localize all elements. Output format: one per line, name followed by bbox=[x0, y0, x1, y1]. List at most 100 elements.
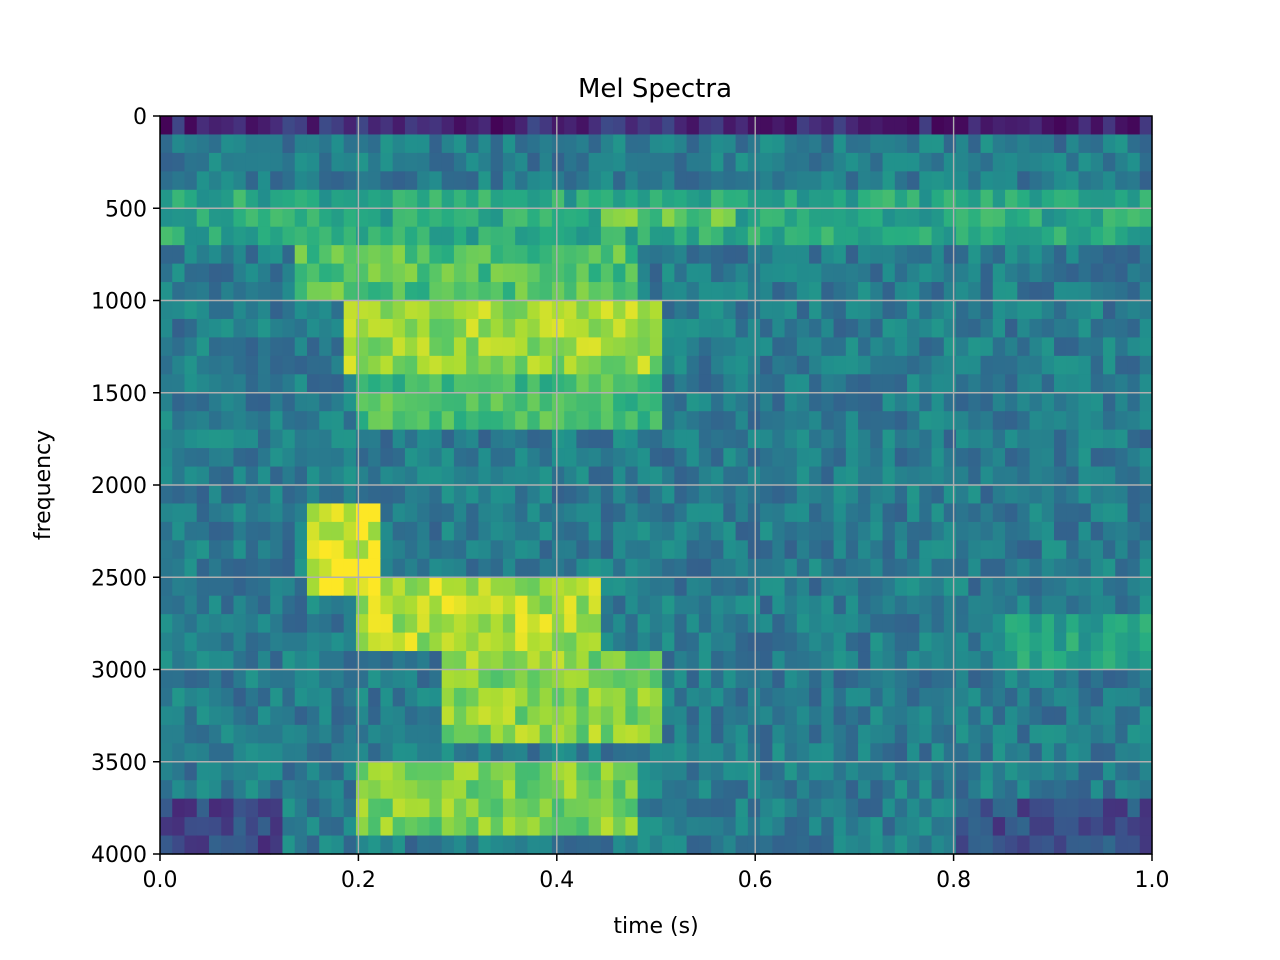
heatmap-cell bbox=[723, 540, 737, 560]
heatmap-cell bbox=[833, 411, 847, 431]
heatmap-cell bbox=[172, 152, 186, 172]
heatmap-cell bbox=[980, 189, 994, 209]
heatmap-cell bbox=[282, 558, 296, 578]
heatmap-cell bbox=[478, 743, 492, 763]
heatmap-cell bbox=[649, 669, 663, 689]
heatmap-cell bbox=[1054, 558, 1067, 578]
heatmap-cell bbox=[1029, 152, 1043, 172]
heatmap-cell bbox=[306, 743, 320, 763]
heatmap-cell bbox=[1139, 448, 1153, 468]
heatmap-cell bbox=[441, 374, 455, 394]
heatmap-cell bbox=[368, 780, 382, 800]
heatmap-cell bbox=[172, 429, 186, 449]
heatmap-cell bbox=[404, 282, 418, 302]
heatmap-cell bbox=[858, 171, 871, 191]
heatmap-cell bbox=[992, 577, 1006, 597]
heatmap-cell bbox=[772, 116, 786, 136]
heatmap-cell bbox=[1103, 503, 1116, 523]
heatmap-cell bbox=[368, 485, 382, 505]
heatmap-cell bbox=[992, 411, 1006, 431]
heatmap-cell bbox=[662, 540, 675, 560]
heatmap-cell bbox=[1017, 355, 1031, 375]
heatmap-cell bbox=[1127, 743, 1141, 763]
heatmap-cell bbox=[784, 300, 798, 320]
heatmap-cell bbox=[429, 171, 443, 191]
heatmap-cell bbox=[160, 724, 173, 744]
heatmap-cell bbox=[380, 429, 394, 449]
heatmap-cell bbox=[355, 521, 369, 541]
y-tick-label: 2500 bbox=[91, 566, 147, 591]
heatmap-cell bbox=[1005, 374, 1018, 394]
heatmap-cell bbox=[368, 245, 382, 265]
heatmap-cell bbox=[1139, 429, 1153, 449]
heatmap-cell bbox=[380, 632, 394, 652]
heatmap-cell bbox=[417, 171, 431, 191]
heatmap-cell bbox=[404, 706, 418, 726]
heatmap-cell bbox=[772, 226, 786, 246]
heatmap-cell bbox=[208, 521, 222, 541]
heatmap-cell bbox=[600, 152, 614, 172]
heatmap-cell bbox=[478, 411, 492, 431]
heatmap-cell bbox=[919, 780, 933, 800]
heatmap-cell bbox=[870, 300, 884, 320]
heatmap-cell bbox=[564, 374, 577, 394]
heatmap-cell bbox=[858, 540, 871, 560]
heatmap-cell bbox=[319, 245, 333, 265]
heatmap-cell bbox=[662, 411, 675, 431]
heatmap-cell bbox=[282, 540, 296, 560]
heatmap-cell bbox=[980, 485, 994, 505]
heatmap-cell bbox=[380, 282, 394, 302]
heatmap-cell bbox=[894, 724, 908, 744]
heatmap-cell bbox=[1029, 318, 1043, 338]
heatmap-cell bbox=[1041, 300, 1055, 320]
heatmap-cell bbox=[380, 577, 394, 597]
heatmap-cell bbox=[1041, 614, 1055, 634]
heatmap-cell bbox=[576, 171, 590, 191]
chart-title: Mel Spectra bbox=[578, 74, 732, 104]
heatmap-cell bbox=[1054, 245, 1067, 265]
heatmap-cell bbox=[343, 152, 357, 172]
heatmap-cell bbox=[956, 392, 969, 412]
heatmap-cell bbox=[1005, 632, 1018, 652]
heatmap-cell bbox=[1029, 300, 1043, 320]
heatmap-cell bbox=[1066, 780, 1080, 800]
heatmap-cell bbox=[1103, 300, 1116, 320]
heatmap-cell bbox=[662, 761, 675, 781]
heatmap-cell bbox=[882, 392, 896, 412]
heatmap-cell bbox=[208, 374, 222, 394]
heatmap-cell bbox=[368, 503, 382, 523]
heatmap-cell bbox=[515, 134, 529, 154]
heatmap-cell bbox=[747, 835, 761, 855]
heatmap-cell bbox=[919, 614, 933, 634]
heatmap-cell bbox=[368, 189, 382, 209]
heatmap-cell bbox=[502, 743, 516, 763]
heatmap-cell bbox=[478, 577, 492, 597]
heatmap-cell bbox=[221, 355, 235, 375]
heatmap-cell bbox=[784, 485, 798, 505]
heatmap-cell bbox=[404, 780, 418, 800]
heatmap-cell bbox=[968, 116, 982, 136]
heatmap-cell bbox=[343, 263, 357, 283]
heatmap-cell bbox=[674, 171, 688, 191]
heatmap-cell bbox=[245, 392, 259, 412]
heatmap-cell bbox=[992, 817, 1006, 837]
heatmap-cell bbox=[478, 706, 492, 726]
heatmap-cell bbox=[968, 448, 982, 468]
heatmap-cell bbox=[355, 780, 369, 800]
heatmap-cell bbox=[392, 614, 406, 634]
heatmap-cell bbox=[833, 724, 847, 744]
heatmap-cell bbox=[441, 208, 455, 228]
heatmap-cell bbox=[160, 189, 173, 209]
heatmap-cell bbox=[686, 337, 700, 357]
heatmap-cell bbox=[355, 337, 369, 357]
heatmap-cell bbox=[245, 521, 259, 541]
heatmap-cell bbox=[931, 540, 945, 560]
heatmap-cell bbox=[453, 798, 467, 818]
heatmap-cell bbox=[392, 706, 406, 726]
heatmap-cell bbox=[1029, 835, 1043, 855]
heatmap-cell bbox=[343, 448, 357, 468]
heatmap-cell bbox=[980, 798, 994, 818]
heatmap-cell bbox=[564, 503, 577, 523]
heatmap-cell bbox=[343, 577, 357, 597]
heatmap-cell bbox=[245, 558, 259, 578]
